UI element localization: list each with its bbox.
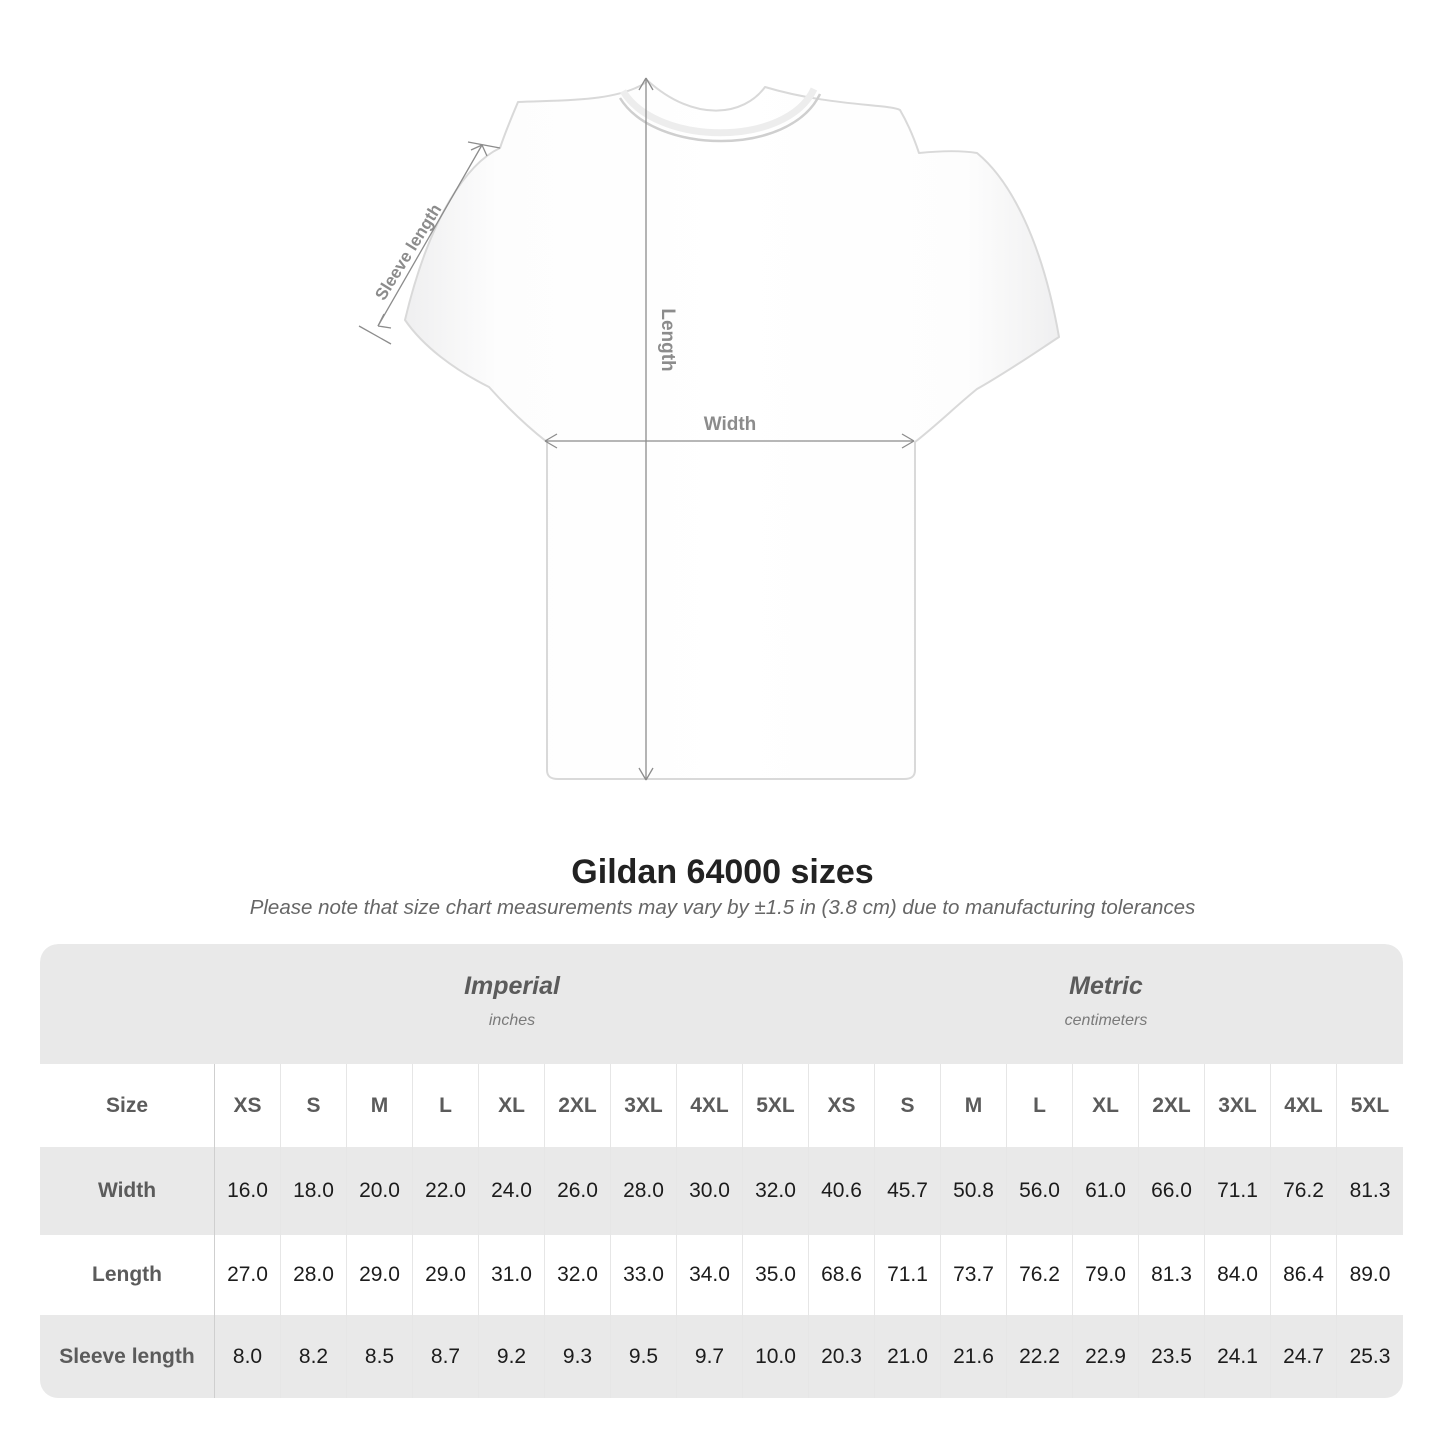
svg-text:Length: Length: [657, 308, 678, 371]
svg-text:Width: Width: [704, 414, 757, 435]
